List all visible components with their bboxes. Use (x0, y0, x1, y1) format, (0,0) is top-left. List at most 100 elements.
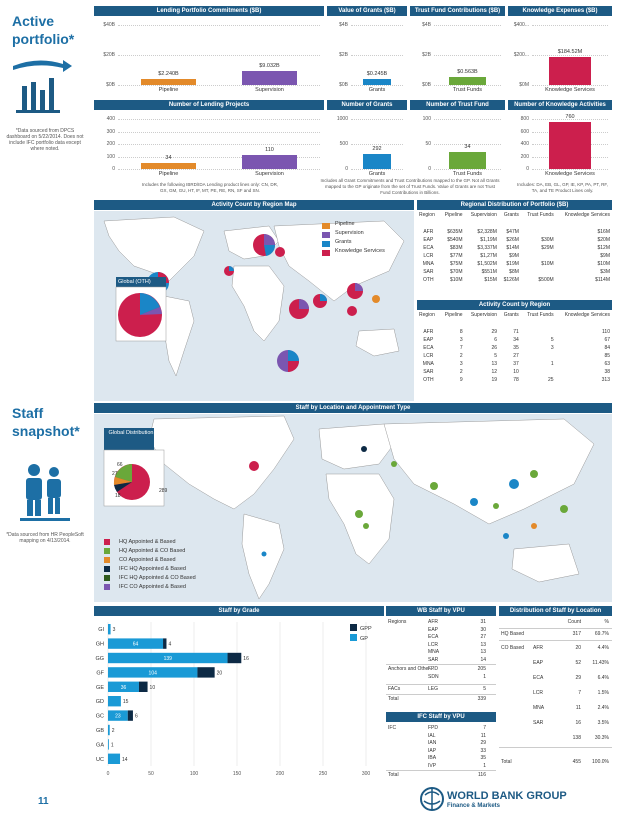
divider (386, 684, 496, 685)
table-cell: $14M (506, 245, 519, 251)
hdr-tf-contrib: Trust Fund Contributions ($B) (410, 6, 505, 16)
ifc-vpu-count: 11 (480, 732, 486, 739)
table-cell: OTH (423, 277, 434, 283)
table-cell: 25 (548, 377, 554, 383)
grade-value: 14 (122, 757, 128, 763)
y-tick: $2B (422, 52, 431, 58)
table-cell: OTH (423, 377, 434, 383)
table-cell: AFR (423, 229, 434, 235)
x-category-label: Grants (368, 171, 386, 177)
table-row: ECA $83M $3,337M $14M $29M $12M (417, 244, 612, 252)
gridline (351, 25, 403, 26)
table-cell: 110 (602, 329, 610, 335)
vpu-count: 31 (480, 619, 486, 625)
table-cell: 35 (513, 345, 519, 351)
pie-label-18: 18 (115, 493, 121, 499)
y-tick: 200 (106, 141, 115, 147)
grade-label: GC (96, 714, 104, 720)
chart-num-tf: 0 50 100 34 Trust Funds (410, 111, 505, 181)
y-tick: 600 (520, 128, 529, 135)
gridline (532, 55, 608, 56)
table-cell: 8 (459, 329, 463, 335)
grade-legend-label: GPP (360, 626, 372, 632)
co-count: 20 (575, 645, 581, 651)
table-cell: $10M (541, 261, 554, 267)
table-cell: $16M (597, 229, 610, 235)
table-header: Pipeline (444, 212, 463, 218)
table-cell: $2,328M (477, 229, 497, 235)
co-region: ECA (533, 675, 544, 681)
bar (241, 71, 298, 85)
gridline (351, 144, 403, 145)
hdr-staff-grade: Staff by Grade (94, 606, 384, 616)
table-cell: 67 (604, 337, 610, 343)
gridline (118, 85, 320, 86)
hdr-num-tf: Number of Trust Fund (410, 100, 505, 110)
table-cell: 2 (459, 369, 463, 375)
chart-lending-commit: $0B $20B $40B $2.240B Pipeline $9.032B Supervi… (94, 17, 324, 97)
y-tick: $200... (513, 52, 529, 58)
vpu-count: 30 (480, 626, 486, 633)
table-cell: $9M (600, 253, 610, 259)
ifc-total-label: Total (388, 772, 399, 778)
activity-table: Region Pipeline Supervision Grants Trust Fun… (417, 312, 612, 384)
grade-bar (108, 724, 110, 736)
staff-legend-swatches (104, 539, 110, 590)
vpu-count: 14 (480, 656, 486, 663)
bar (449, 152, 486, 169)
gridline (434, 25, 501, 26)
global-oth-label: Global (OTH) (118, 279, 151, 285)
y-tick: $0M (519, 82, 529, 88)
gridline (118, 131, 320, 133)
grade-bar (108, 739, 109, 750)
table-cell: 6 (494, 337, 498, 343)
hdr-wb-vpu: WB Staff by VPU (386, 606, 496, 616)
y-tick: 1000 (336, 116, 348, 122)
hdr-num-lending: Number of Lending Projects (94, 100, 324, 110)
gridline (351, 55, 403, 56)
ifc-vpu-count: 7 (483, 725, 486, 731)
table-row: MNA 3 13 37 1 63 (417, 360, 612, 368)
table-cell: 84 (604, 345, 610, 351)
grade-bar (108, 624, 111, 635)
wb-vpu-table: Regions AFR 31 EAP 30 ECA 27 LCR 13 MNA 13 SAR 14 Anc… (386, 617, 496, 709)
table-cell: EAP (423, 337, 434, 343)
staff-legend-2: CO Appointed & Based (119, 557, 176, 563)
table-cell: $114M (595, 277, 610, 283)
x-tick: 250 (319, 771, 328, 777)
bar-value-label: $184.52M (557, 49, 583, 56)
hdr-knowledge-exp: Knowledge Expenses ($B) (508, 6, 612, 16)
gridline (118, 55, 320, 56)
grade-value: 23 (115, 714, 121, 720)
table-cell: 3 (550, 345, 554, 351)
map-pies (147, 234, 380, 372)
co-pct: 4.4% (597, 645, 609, 651)
gridline (434, 169, 501, 170)
grade-label: GI (98, 627, 104, 633)
co-region: AFR (533, 645, 543, 651)
hq-label: HQ Based (501, 631, 525, 637)
hdr-activity-map: Activity Count by Region Map (94, 200, 414, 210)
divider (386, 770, 496, 771)
vpu-name: SDN (428, 673, 439, 680)
bar-value-label: 760 (565, 113, 575, 120)
dist-total-pct: 100.0% (592, 759, 609, 765)
grade-value: 10 (150, 685, 156, 691)
table-row: ECA 7 26 35 3 84 (417, 344, 612, 352)
y-tick: 400 (520, 141, 529, 147)
grade-value: 1 (111, 742, 114, 748)
table-cell: ECA (423, 345, 434, 351)
table-header: Supervision (470, 212, 497, 218)
gridline (532, 25, 608, 26)
knowledge-note: Includes: DA, EB, GL, GP, IE, KP, PA, PT… (517, 182, 608, 193)
gridline (532, 119, 608, 120)
table-cell: $3M (600, 269, 610, 275)
y-tick: 800 (520, 116, 529, 122)
ifc-vpu-count: 35 (480, 755, 486, 761)
staff-legend-3: IFC HQ Appointed & Based (119, 566, 186, 572)
staff-world-map (94, 414, 612, 602)
table-header: Region (419, 312, 435, 318)
y-tick: 200 (520, 153, 529, 160)
grade-bar (127, 710, 133, 721)
